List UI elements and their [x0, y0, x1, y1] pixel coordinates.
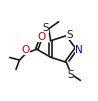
Text: O: O	[21, 45, 30, 55]
Text: N: N	[75, 45, 83, 55]
Text: S: S	[67, 70, 74, 80]
Text: S: S	[66, 30, 73, 40]
Text: O: O	[37, 32, 45, 42]
Text: S: S	[42, 23, 49, 33]
